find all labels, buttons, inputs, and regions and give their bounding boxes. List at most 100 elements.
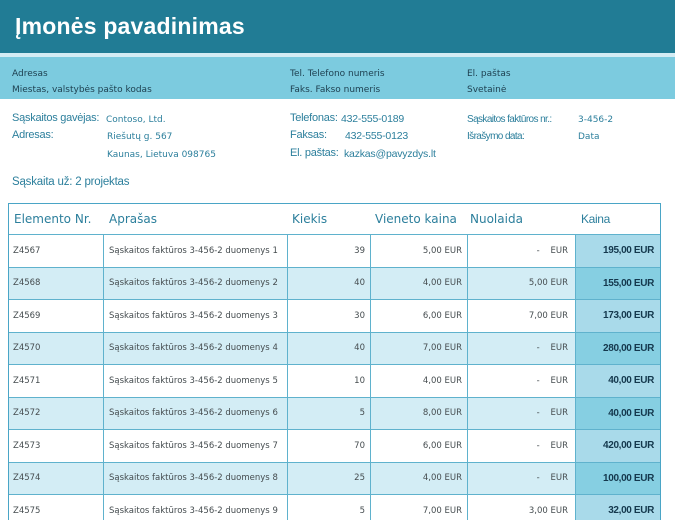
fax-line: Faks. Fakso numeris [290, 85, 381, 95]
cell-description[interactable]: Sąskaitos faktūros 3-456-2 duomenys 3 [104, 300, 288, 332]
bill-to-city: Kaunas, Lietuva 098765 [107, 150, 216, 160]
cell-price[interactable]: 40,00 EUR [576, 397, 660, 429]
table-row[interactable]: Z4573 Sąskaitos faktūros 3-456-2 duomenys… [9, 429, 660, 462]
cell-unit-price[interactable]: 4,00 EUR [371, 365, 468, 397]
cell-item-number[interactable]: Z4573 [9, 430, 104, 462]
cell-unit-price[interactable]: 5,00 EUR [371, 235, 468, 267]
city-line: Miestas, valstybės pašto kodas [12, 85, 152, 95]
cell-price[interactable]: 100,00 EUR [576, 462, 660, 494]
cell-item-number[interactable]: Z4574 [9, 462, 104, 494]
cell-unit-price[interactable]: 8,00 EUR [371, 397, 468, 429]
phone-label: Telefonas: [290, 112, 338, 124]
email-label: El. paštas: [290, 147, 339, 159]
address-label: Adresas: [12, 129, 54, 141]
cell-unit-price[interactable]: 4,00 EUR [371, 462, 468, 494]
cell-unit-price[interactable]: 6,00 EUR [371, 430, 468, 462]
cell-quantity[interactable]: 39 [288, 235, 371, 267]
table-header-row: Elemento Nr. Aprašas Kiekis Vieneto kain… [9, 204, 660, 234]
cell-item-number[interactable]: Z4567 [9, 235, 104, 267]
cell-quantity[interactable]: 30 [288, 300, 371, 332]
fax-label: Faksas: [290, 129, 327, 141]
cell-discount[interactable]: 7,00 EUR [468, 300, 576, 332]
cell-discount[interactable]: - EUR [468, 462, 576, 494]
cell-quantity[interactable]: 40 [288, 332, 371, 364]
cell-discount[interactable]: - EUR [468, 397, 576, 429]
cell-quantity[interactable]: 40 [288, 267, 371, 299]
email-link[interactable]: kazkas@pavyzdys.lt [344, 147, 436, 160]
line-items-table: Elemento Nr. Aprašas Kiekis Vieneto kain… [8, 203, 661, 520]
table-row[interactable]: Z4570 Sąskaitos faktūros 3-456-2 duomenys… [9, 331, 660, 364]
cell-item-number[interactable]: Z4570 [9, 332, 104, 364]
cell-description[interactable]: Sąskaitos faktūros 3-456-2 duomenys 1 [104, 235, 288, 267]
invoice-date-label: Išrašymo data: [467, 130, 525, 142]
cell-price[interactable]: 280,00 EUR [576, 332, 660, 364]
invoice-for-line: Sąskaita už: 2 projektas [12, 176, 130, 188]
cell-quantity[interactable]: 5 [288, 495, 371, 520]
invoice-date-value: Data [578, 132, 600, 142]
table-row[interactable]: Z4571 Sąskaitos faktūros 3-456-2 duomenys… [9, 364, 660, 397]
cell-discount[interactable]: 5,00 EUR [468, 267, 576, 299]
bill-to-name: Contoso, Ltd. [106, 115, 166, 125]
fax-value: 432-555-0123 [345, 129, 408, 142]
invoice-number-label: Sąskaitos faktūros nr.: [467, 113, 552, 125]
address-band-phone: Tel. Telefono numeris Faks. Fakso numeri… [290, 66, 385, 98]
table-row[interactable]: Z4574 Sąskaitos faktūros 3-456-2 duomenys… [9, 461, 660, 494]
cell-item-number[interactable]: Z4569 [9, 300, 104, 332]
website-line: Svetainė [467, 85, 507, 95]
table-row[interactable]: Z4572 Sąskaitos faktūros 3-456-2 duomenys… [9, 396, 660, 429]
cell-discount[interactable]: - EUR [468, 235, 576, 267]
cell-quantity[interactable]: 25 [288, 462, 371, 494]
table-row[interactable]: Z4568 Sąskaitos faktūros 3-456-2 duomenys… [9, 266, 660, 299]
phone-line: Tel. Telefono numeris [290, 69, 385, 79]
cell-item-number[interactable]: Z4572 [9, 397, 104, 429]
bill-to-street: Riešutų g. 567 [107, 132, 173, 142]
column-header-quantity: Kiekis [292, 212, 328, 226]
column-header-price: Kaina [581, 212, 610, 226]
cell-item-number[interactable]: Z4571 [9, 365, 104, 397]
cell-price[interactable]: 40,00 EUR [576, 365, 660, 397]
invoice-number-value: 3-456-2 [578, 115, 614, 125]
column-header-item: Elemento Nr. [14, 212, 92, 226]
column-header-description: Aprašas [109, 212, 157, 226]
cell-unit-price[interactable]: 4,00 EUR [371, 267, 468, 299]
cell-discount[interactable]: - EUR [468, 365, 576, 397]
address-band: Adresas Miestas, valstybės pašto kodas T… [0, 57, 675, 99]
cell-price[interactable]: 195,00 EUR [576, 235, 660, 267]
table-body: Z4567 Sąskaitos faktūros 3-456-2 duomenys… [9, 234, 660, 520]
table-row[interactable]: Z4569 Sąskaitos faktūros 3-456-2 duomenys… [9, 299, 660, 332]
cell-price[interactable]: 420,00 EUR [576, 430, 660, 462]
cell-item-number[interactable]: Z4568 [9, 267, 104, 299]
cell-description[interactable]: Sąskaitos faktūros 3-456-2 duomenys 8 [104, 462, 288, 494]
cell-description[interactable]: Sąskaitos faktūros 3-456-2 duomenys 7 [104, 430, 288, 462]
cell-unit-price[interactable]: 7,00 EUR [371, 332, 468, 364]
cell-discount[interactable]: 3,00 EUR [468, 495, 576, 520]
invoice-for-label: Sąskaita už: [12, 176, 73, 188]
cell-description[interactable]: Sąskaitos faktūros 3-456-2 duomenys 9 [104, 495, 288, 520]
cell-description[interactable]: Sąskaitos faktūros 3-456-2 duomenys 6 [104, 397, 288, 429]
table-row[interactable]: Z4567 Sąskaitos faktūros 3-456-2 duomenys… [9, 234, 660, 267]
bill-to-label: Sąskaitos gavėjas: [12, 112, 100, 124]
cell-unit-price[interactable]: 7,00 EUR [371, 495, 468, 520]
cell-quantity[interactable]: 70 [288, 430, 371, 462]
cell-quantity[interactable]: 10 [288, 365, 371, 397]
email-line: El. paštas [467, 69, 511, 79]
cell-price[interactable]: 155,00 EUR [576, 267, 660, 299]
cell-discount[interactable]: - EUR [468, 332, 576, 364]
cell-unit-price[interactable]: 6,00 EUR [371, 300, 468, 332]
cell-price[interactable]: 173,00 EUR [576, 300, 660, 332]
address-line: Adresas [12, 69, 48, 79]
cell-description[interactable]: Sąskaitos faktūros 3-456-2 duomenys 2 [104, 267, 288, 299]
column-header-unit-price: Vieneto kaina [375, 212, 457, 226]
cell-description[interactable]: Sąskaitos faktūros 3-456-2 duomenys 4 [104, 332, 288, 364]
cell-item-number[interactable]: Z4575 [9, 495, 104, 520]
cell-description[interactable]: Sąskaitos faktūros 3-456-2 duomenys 5 [104, 365, 288, 397]
cell-quantity[interactable]: 5 [288, 397, 371, 429]
company-header-band: Įmonės pavadinimas [0, 0, 675, 53]
cell-discount[interactable]: - EUR [468, 430, 576, 462]
cell-price[interactable]: 32,00 EUR [576, 495, 660, 520]
table-row[interactable]: Z4575 Sąskaitos faktūros 3-456-2 duomenys… [9, 494, 660, 520]
header-separator [0, 53, 675, 57]
company-name: Įmonės pavadinimas [15, 13, 245, 39]
column-header-discount: Nuolaida [470, 212, 523, 226]
